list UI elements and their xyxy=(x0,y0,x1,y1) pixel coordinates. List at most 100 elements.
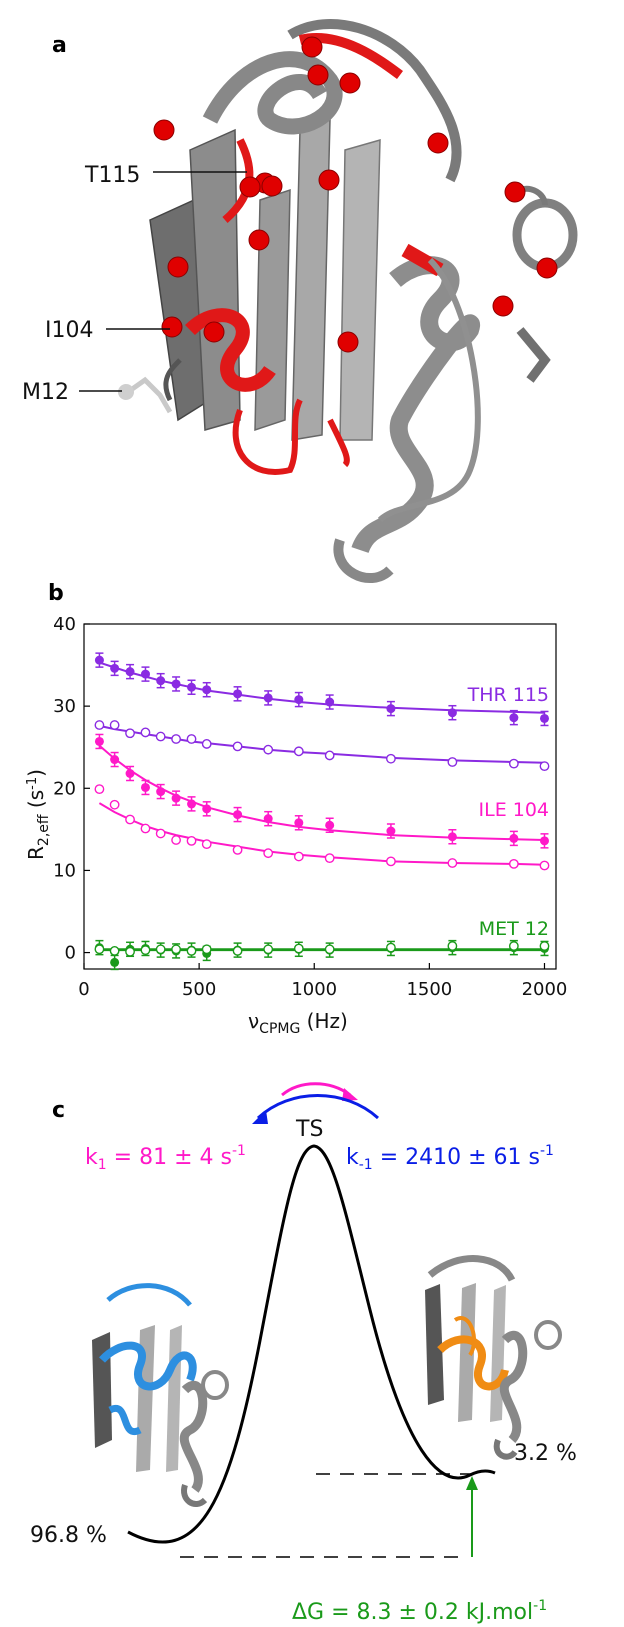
data-point xyxy=(125,667,135,677)
data-point xyxy=(110,755,120,765)
series-labels: THR 115 ILE 104 MET 12 xyxy=(467,684,549,940)
excited-state-structure-thumbnail xyxy=(425,1255,562,1460)
data-point xyxy=(171,734,181,744)
data-point xyxy=(94,784,105,795)
data-point xyxy=(293,746,304,757)
data-point xyxy=(324,944,335,955)
data-point xyxy=(156,787,166,797)
y-tick-label: 40 xyxy=(53,614,76,635)
data-point xyxy=(202,804,212,814)
data-point xyxy=(140,669,150,679)
data-point xyxy=(155,731,166,742)
protein-structure-ribbon xyxy=(118,18,578,584)
data-point xyxy=(156,676,166,686)
fit-curve-1 xyxy=(99,724,545,764)
data-point xyxy=(263,944,274,955)
data-point xyxy=(171,835,181,845)
data-point xyxy=(109,946,120,956)
data-point xyxy=(293,851,304,862)
ground-state-population: 96.8 % xyxy=(30,1523,107,1548)
panel-label-c: c xyxy=(52,1098,65,1123)
data-point xyxy=(171,679,181,689)
backward-rate-label: k-1 = 2410 ± 61 s-1 xyxy=(346,1143,554,1173)
cpmg-chart: 0 500 1000 1500 2000 0 10 20 30 40 THR 115 ILE 104… xyxy=(24,614,567,1037)
data-point xyxy=(447,832,457,842)
fit-curve-2 xyxy=(98,744,545,841)
data-point xyxy=(140,945,151,956)
data-point xyxy=(187,799,197,809)
data-point xyxy=(186,835,197,846)
excited-state-population: 3.2 % xyxy=(514,1441,577,1466)
data-point xyxy=(233,810,243,820)
x-tick-label: 2000 xyxy=(522,979,568,1000)
data-point xyxy=(186,734,197,744)
x-tick-label: 1000 xyxy=(291,979,337,1000)
data-point xyxy=(508,941,519,951)
backward-rate-arrow xyxy=(256,1094,380,1120)
x-tick-label: 1500 xyxy=(406,979,452,1000)
data-point xyxy=(294,818,304,828)
data-point xyxy=(201,839,212,850)
data-point xyxy=(325,820,335,830)
ground-state-structure-thumbnail xyxy=(92,1283,229,1507)
axis-ticks: 0 500 1000 1500 2000 0 10 20 30 40 xyxy=(53,614,567,1000)
delta-g-arrow-head xyxy=(466,1476,478,1490)
label-m12: M12 xyxy=(22,380,69,405)
structure-callouts: T115 I104 M12 xyxy=(22,163,247,405)
label-i104: I104 xyxy=(45,318,93,343)
y-tick-label: 30 xyxy=(53,696,76,717)
series-label: MET 12 xyxy=(479,918,549,940)
data-point xyxy=(325,697,335,707)
data-point xyxy=(110,663,120,673)
data-point xyxy=(109,799,120,810)
transition-state-label: TS xyxy=(295,1117,323,1142)
data-point xyxy=(233,689,243,699)
data-point xyxy=(186,946,197,956)
backward-rate-arrow-head xyxy=(252,1110,268,1124)
data-point xyxy=(263,744,274,755)
series-label: THR 115 xyxy=(467,684,549,706)
data-point xyxy=(294,695,304,705)
data-point xyxy=(386,704,396,714)
data-point xyxy=(94,655,104,665)
energy-profile-curve xyxy=(127,1144,496,1544)
data-point xyxy=(539,836,549,846)
y-tick-label: 0 xyxy=(65,943,76,964)
y-tick-label: 20 xyxy=(53,778,76,799)
data-point xyxy=(232,741,243,752)
data-point xyxy=(447,858,458,868)
fit-curves xyxy=(98,661,545,952)
data-point xyxy=(386,942,396,953)
data-point xyxy=(125,814,135,825)
data-point xyxy=(508,758,519,769)
data-point xyxy=(109,720,120,730)
plot-frame xyxy=(83,623,557,970)
data-point xyxy=(140,782,150,792)
data-point xyxy=(140,727,151,738)
label-t115: T115 xyxy=(84,163,140,188)
data-point xyxy=(539,941,550,951)
data-point xyxy=(447,708,457,718)
x-tick-label: 500 xyxy=(182,979,216,1000)
data-point xyxy=(386,753,396,764)
series-label: ILE 104 xyxy=(479,799,550,821)
data-point xyxy=(94,720,105,730)
y-tick-label: 10 xyxy=(53,860,76,881)
data-point xyxy=(509,833,519,843)
energy-landscape: TS k1 = 81 ± 4 s-1 k-1 = 2410 ± 61 s-1 9… xyxy=(30,1082,577,1625)
data-point xyxy=(171,793,181,803)
data-point xyxy=(324,853,335,864)
x-tick-label: 0 xyxy=(78,979,89,1000)
data-point xyxy=(125,946,135,957)
data-point xyxy=(539,860,550,871)
fit-curve-0 xyxy=(99,661,545,714)
data-point xyxy=(386,826,396,836)
data-point xyxy=(293,943,304,954)
data-point xyxy=(171,944,181,955)
data-point xyxy=(155,944,166,955)
data-point xyxy=(232,844,243,855)
data-points xyxy=(94,652,550,971)
data-point xyxy=(447,757,458,767)
fit-curve-3 xyxy=(98,802,545,866)
data-point xyxy=(447,941,458,951)
